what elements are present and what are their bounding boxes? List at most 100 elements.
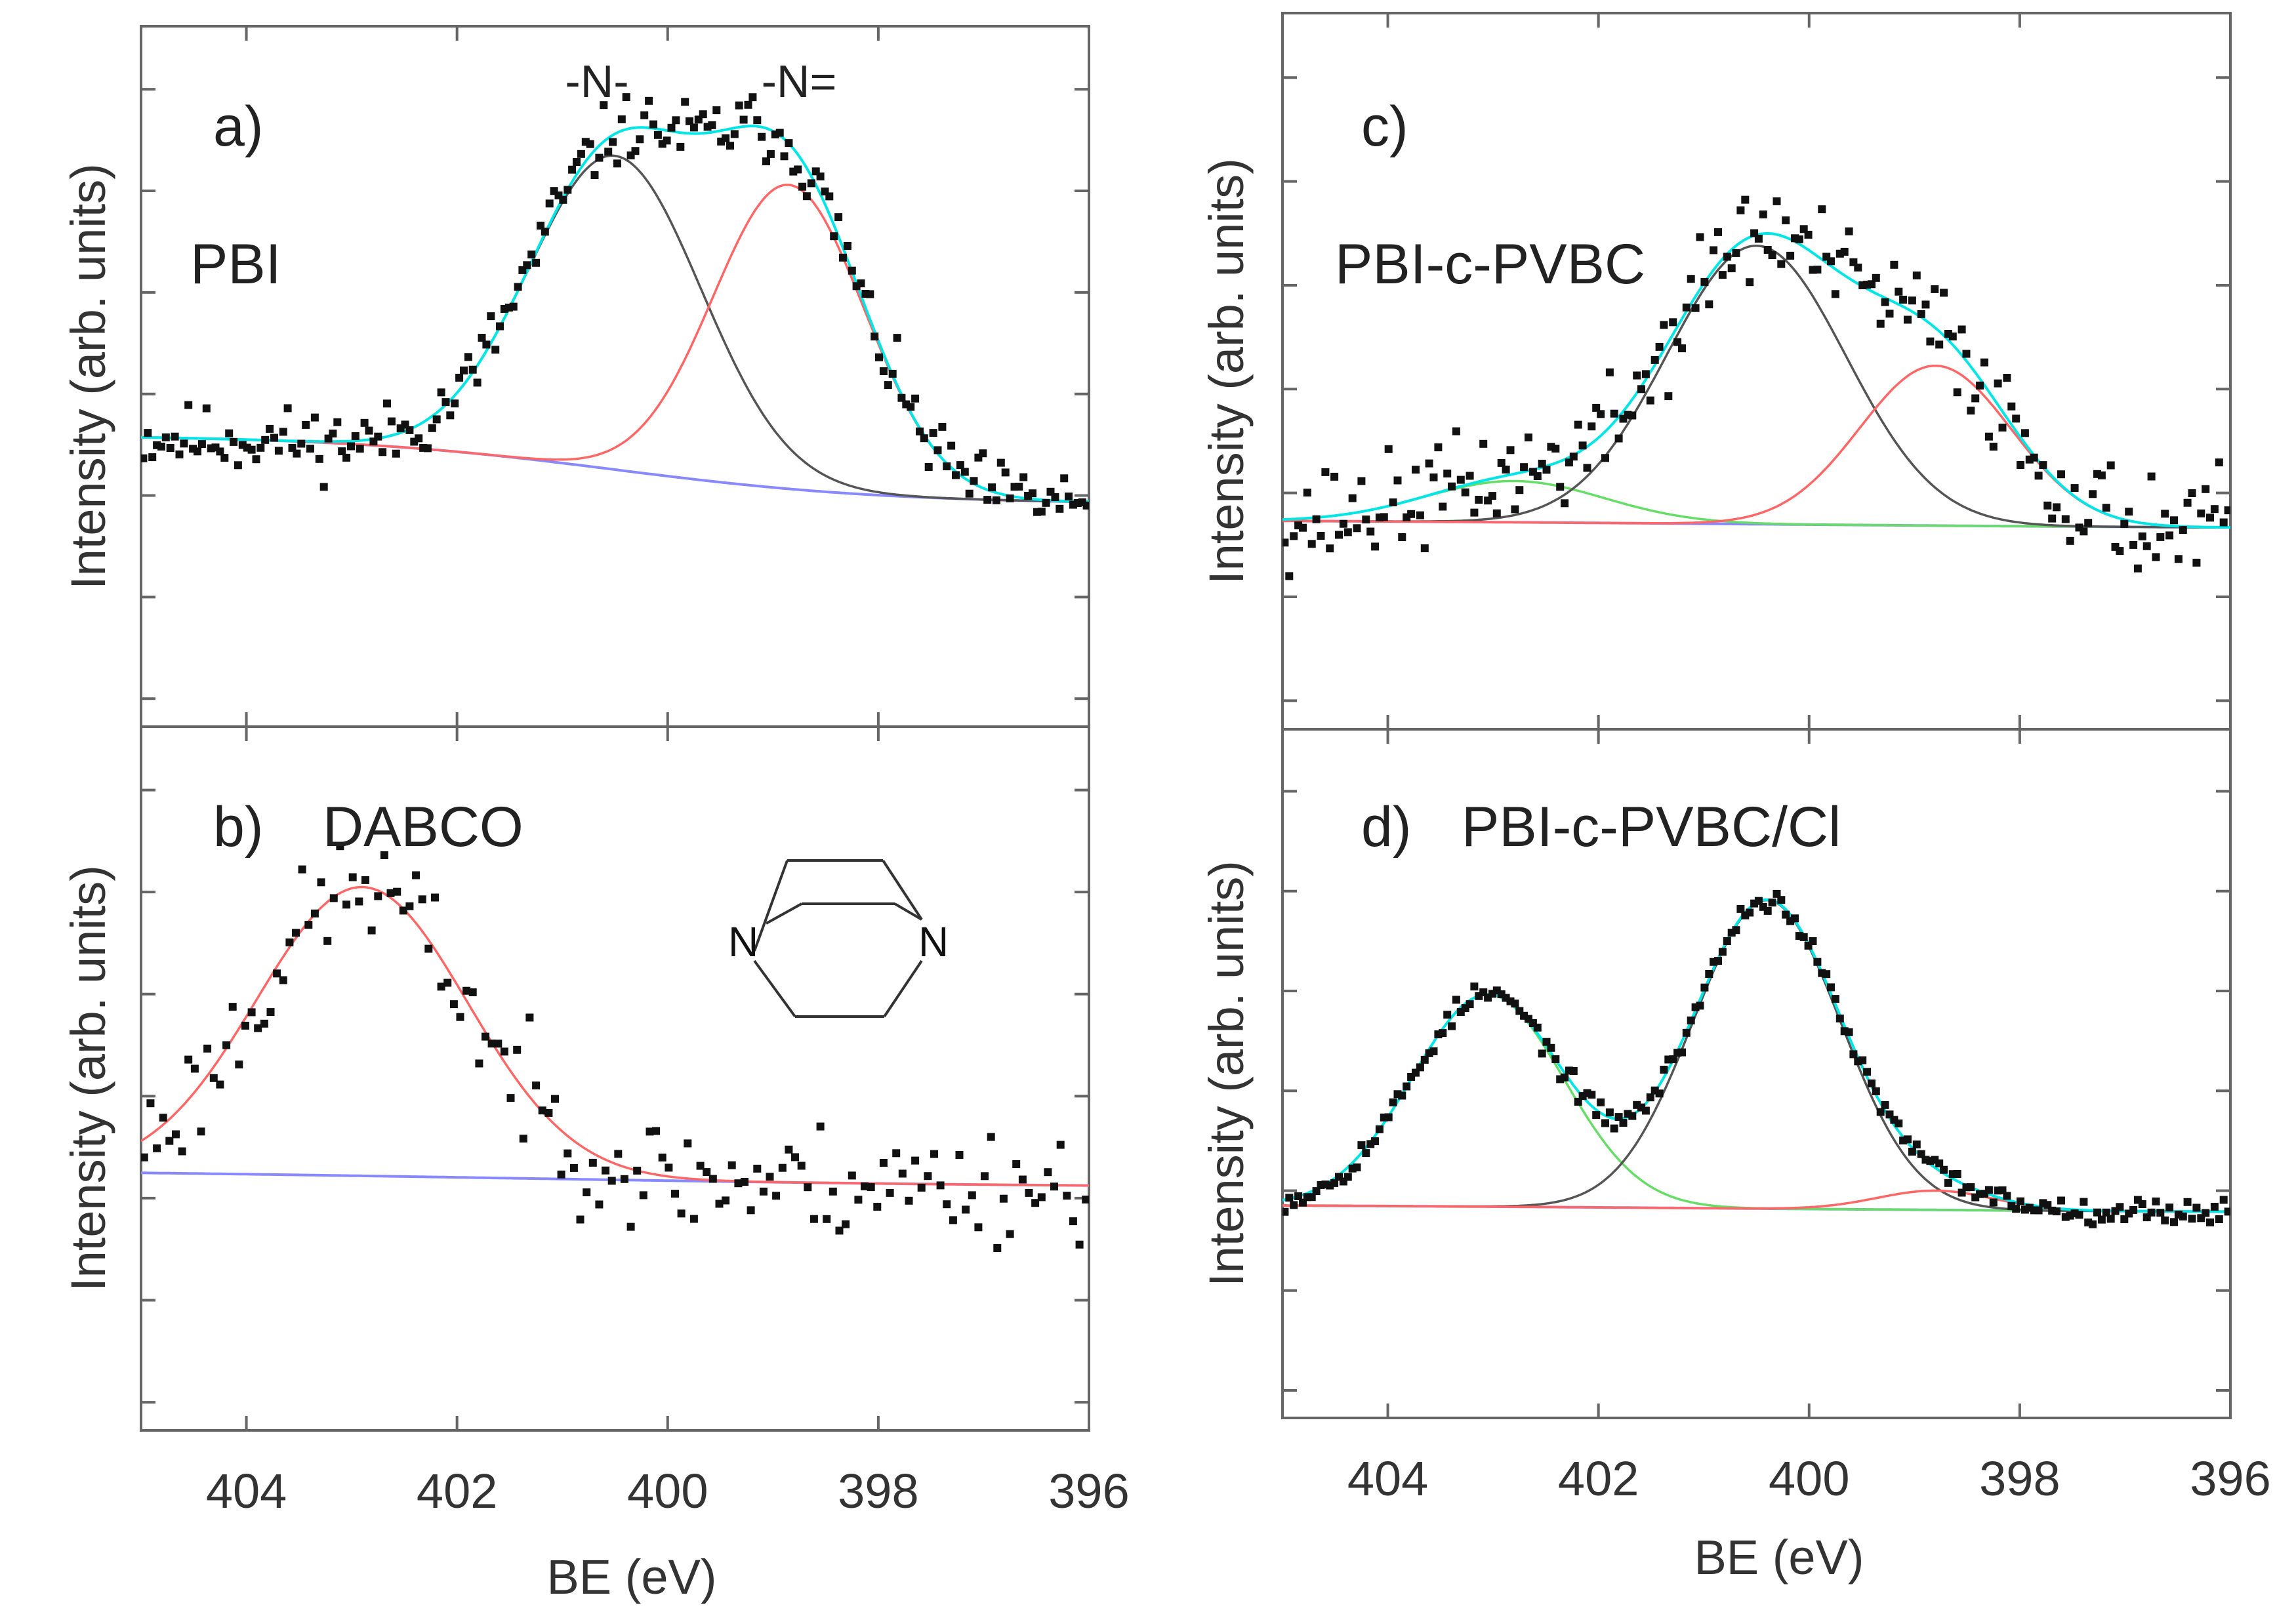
- data-point: [2020, 429, 2029, 437]
- data-point: [1669, 318, 1677, 327]
- peak-label-n-single: -N-: [565, 56, 628, 107]
- data-point: [1339, 1177, 1347, 1186]
- data-point: [141, 454, 148, 462]
- data-point: [235, 1060, 243, 1069]
- data-point: [653, 131, 662, 139]
- data-point: [1700, 983, 1709, 992]
- data-point: [1904, 315, 1912, 324]
- data-point: [1926, 337, 1935, 346]
- data-point: [1353, 1163, 1361, 1171]
- data-point: [1597, 1098, 1605, 1106]
- data-point: [315, 455, 323, 463]
- data-point: [1895, 287, 1903, 296]
- data-point: [216, 1080, 224, 1089]
- data-point: [1777, 260, 1786, 268]
- data-point: [879, 1159, 888, 1167]
- data-point: [681, 98, 689, 106]
- data-point: [2215, 458, 2223, 467]
- data-point: [2219, 518, 2228, 527]
- data-point: [974, 1223, 983, 1232]
- data-point: [545, 199, 554, 208]
- data-point: [1452, 996, 1460, 1004]
- data-point: [2089, 490, 2097, 498]
- data-point: [2142, 542, 2151, 550]
- data-point: [1429, 473, 1438, 481]
- data-point: [1958, 325, 1966, 334]
- data-point: [930, 1150, 938, 1158]
- data-point: [1791, 914, 1799, 923]
- data-point: [1307, 1193, 1316, 1202]
- data-point: [649, 120, 657, 129]
- data-point: [2179, 1212, 2187, 1221]
- data-point: [892, 1149, 901, 1158]
- panel-a: a) PBI -N- -N= Intensity (arb. units): [61, 25, 1090, 728]
- envelope-d: [1282, 898, 2230, 1213]
- data-point: [387, 417, 396, 426]
- data-point: [1773, 197, 1781, 205]
- data-point: [1348, 494, 1357, 502]
- data-point: [1326, 544, 1334, 553]
- data-point: [956, 461, 964, 470]
- data-point: [487, 1040, 496, 1048]
- data-point: [1845, 1028, 1853, 1036]
- data-point: [947, 441, 956, 450]
- data-point: [1727, 264, 1736, 273]
- data-point: [893, 334, 901, 342]
- data-point: [1533, 1023, 1542, 1032]
- data-point: [1019, 473, 1028, 481]
- data-point: [1470, 508, 1479, 517]
- bond: [766, 902, 802, 925]
- data-point: [715, 1200, 724, 1208]
- data-point: [983, 496, 992, 504]
- data-point: [1285, 1194, 1294, 1202]
- data-point: [482, 340, 491, 349]
- bond: [883, 960, 923, 1018]
- data-point: [848, 1171, 856, 1180]
- data-point: [1917, 310, 1925, 318]
- data-point: [285, 938, 294, 946]
- data-point: [1660, 321, 1668, 329]
- data-point: [2066, 536, 2074, 545]
- data-point: [538, 1106, 546, 1115]
- data-point: [1294, 1192, 1303, 1200]
- dabco-atom-n-right: N: [918, 918, 949, 965]
- bond: [753, 960, 796, 1018]
- data-point: [1732, 926, 1740, 935]
- data-point: [785, 1145, 793, 1154]
- data-point: [256, 443, 265, 452]
- data-point: [1732, 249, 1740, 257]
- data-point: [595, 153, 604, 162]
- data-point: [184, 401, 193, 409]
- data-point: [1967, 1183, 1975, 1192]
- data-point: [279, 976, 287, 984]
- data-point: [905, 1196, 913, 1205]
- peak-label-n-double: -N=: [762, 56, 837, 107]
- data-point: [1710, 246, 1718, 254]
- data-point: [2219, 1196, 2228, 1204]
- data-point: [1006, 1230, 1014, 1238]
- data-point: [462, 986, 471, 995]
- data-point: [2224, 506, 2230, 515]
- ticks-d: 404 402 400 398 396: [1282, 729, 2271, 1506]
- data-point: [1434, 443, 1443, 452]
- data-point: [1583, 464, 1591, 472]
- data-point: [898, 1169, 907, 1178]
- data-point: [829, 1187, 837, 1196]
- x-axis-title-b: BE (eV): [546, 1550, 716, 1604]
- data-point: [319, 483, 328, 491]
- dabco-atom-n-left: N: [728, 918, 758, 965]
- data-point: [1492, 509, 1501, 517]
- data-point: [1628, 1112, 1637, 1120]
- data-point: [1321, 468, 1330, 476]
- data-point: [270, 434, 278, 442]
- data-point: [230, 437, 238, 446]
- data-point: [428, 424, 436, 432]
- data-point: [762, 157, 770, 165]
- data-point: [455, 373, 464, 382]
- data-point: [1398, 1091, 1406, 1100]
- data-point: [1912, 1141, 1921, 1148]
- data-point: [443, 979, 452, 987]
- data-point: [379, 448, 387, 456]
- data-point: [1082, 501, 1089, 510]
- data-point: [1940, 289, 1948, 297]
